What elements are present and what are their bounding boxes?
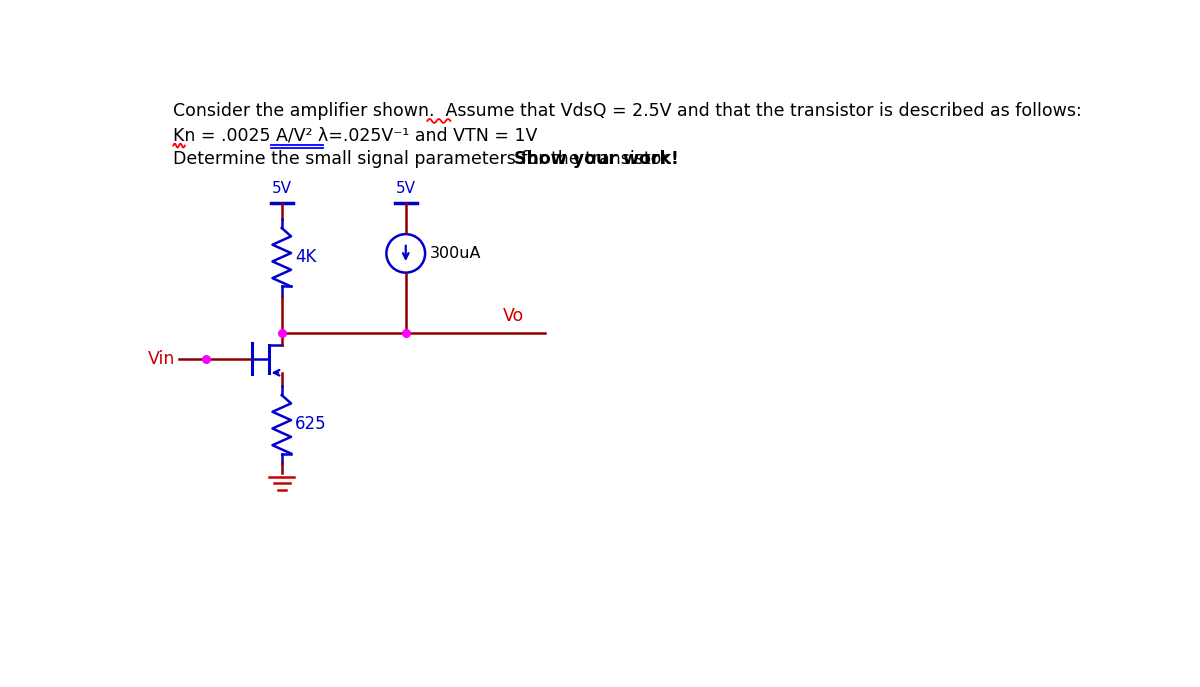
Text: Vin: Vin <box>149 350 175 368</box>
Text: Vo: Vo <box>503 307 524 325</box>
Text: 5V: 5V <box>396 181 415 196</box>
Text: 4K: 4K <box>295 248 317 267</box>
Text: Determine the small signal parameters for the transistor.: Determine the small signal parameters fo… <box>173 150 684 168</box>
Text: Consider the amplifier shown.  Assume that VdsQ = 2.5V and that the transistor i: Consider the amplifier shown. Assume tha… <box>173 102 1082 120</box>
Text: 5V: 5V <box>271 181 292 196</box>
Text: 625: 625 <box>295 416 326 433</box>
Text: Show your work!: Show your work! <box>514 150 679 168</box>
Text: 300uA: 300uA <box>430 246 481 261</box>
Text: Kn = .0025 A/V² λ=.025V⁻¹ and VTN = 1V: Kn = .0025 A/V² λ=.025V⁻¹ and VTN = 1V <box>173 126 538 144</box>
